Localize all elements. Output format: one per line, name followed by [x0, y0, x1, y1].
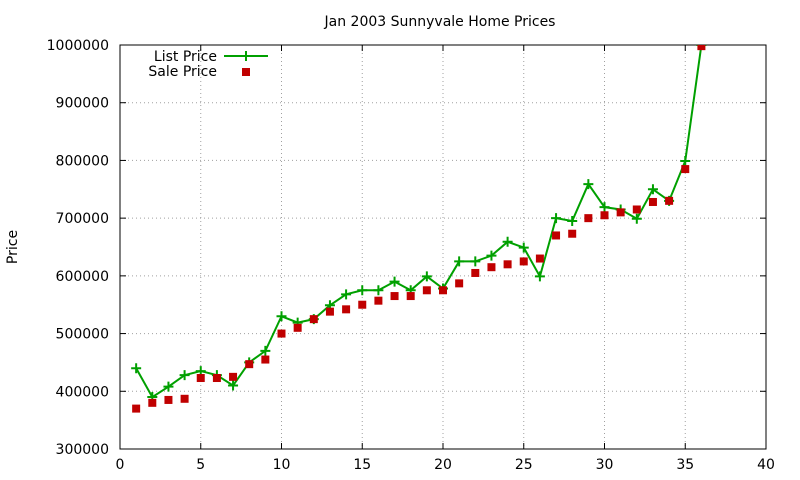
data-point-sale-price — [406, 292, 415, 301]
data-point-list-price — [131, 363, 142, 374]
chart-title: Jan 2003 Sunnyvale Home Prices — [324, 14, 556, 30]
data-point-sale-price — [293, 323, 302, 332]
data-point-sale-price — [229, 372, 238, 381]
data-point-sale-price — [584, 214, 593, 223]
x-tick-label: 5 — [196, 457, 205, 473]
data-point-list-price — [341, 289, 352, 300]
x-tick-label: 35 — [676, 457, 694, 473]
data-point-sale-price — [568, 229, 577, 238]
x-tick-label: 0 — [116, 457, 125, 473]
data-point-sale-price — [277, 329, 286, 338]
data-point-list-price — [389, 276, 400, 287]
data-point-sale-price — [681, 165, 690, 174]
x-tick-label: 20 — [434, 457, 452, 473]
data-point-list-price — [534, 271, 545, 282]
data-point-list-price — [631, 213, 642, 224]
data-point-sale-price — [164, 395, 173, 404]
data-point-list-price — [228, 380, 239, 391]
y-axis-label: Price — [5, 230, 21, 264]
y-tick-label: 400000 — [56, 384, 109, 400]
plot-frame — [119, 44, 767, 450]
y-tick-label: 1000000 — [47, 38, 109, 54]
data-point-sale-price — [665, 196, 674, 205]
legend-label-list-price: List Price — [154, 49, 217, 65]
grid-lines — [120, 45, 766, 449]
data-point-list-price — [647, 184, 658, 195]
data-point-sale-price — [535, 254, 544, 263]
series-layer — [131, 45, 707, 413]
x-tick-label: 30 — [596, 457, 614, 473]
data-point-sale-price — [309, 315, 318, 324]
legend-label-sale-price: Sale Price — [148, 64, 217, 80]
y-tick-label: 900000 — [56, 96, 109, 112]
y-tick-label: 700000 — [56, 211, 109, 227]
data-point-list-price — [583, 179, 594, 190]
data-point-sale-price — [342, 305, 351, 314]
data-point-sale-price — [212, 374, 221, 383]
data-point-sale-price — [503, 260, 512, 269]
x-tick-label: 25 — [515, 457, 533, 473]
data-point-sale-price — [374, 296, 383, 305]
x-tick-label: 40 — [757, 457, 775, 473]
data-point-sale-price — [196, 374, 205, 383]
x-tick-label: 15 — [353, 457, 371, 473]
y-tick-label: 600000 — [56, 269, 109, 285]
data-point-list-price — [680, 156, 691, 167]
data-point-sale-price — [422, 286, 431, 295]
data-point-sale-price — [358, 300, 367, 309]
data-point-sale-price — [439, 286, 447, 295]
data-point-list-price — [276, 311, 287, 322]
data-point-sale-price — [616, 208, 625, 217]
data-point-sale-price — [245, 360, 254, 369]
data-point-sale-price — [325, 307, 334, 316]
data-point-list-price — [518, 242, 529, 253]
data-point-list-price — [599, 202, 610, 213]
x-tick-label: 10 — [273, 457, 291, 473]
legend-symbol-sale-price-marker — [242, 68, 250, 76]
data-point-sale-price — [487, 263, 496, 272]
data-point-list-price — [567, 216, 578, 227]
data-point-list-price — [470, 256, 481, 267]
data-point-list-price — [551, 213, 562, 224]
legend-symbol-list-price-marker — [241, 51, 251, 61]
data-point-sale-price — [697, 45, 706, 51]
data-point-list-price — [454, 256, 465, 267]
data-point-list-price — [421, 271, 432, 282]
data-point-sale-price — [552, 231, 561, 240]
data-point-list-price — [357, 285, 368, 296]
series-list-price — [131, 45, 707, 403]
data-point-list-price — [260, 345, 271, 356]
series-sale-price — [132, 45, 706, 413]
data-point-sale-price — [390, 292, 399, 301]
data-point-sale-price — [519, 257, 528, 266]
data-point-list-price — [502, 236, 513, 247]
data-point-list-price — [163, 381, 174, 392]
data-point-sale-price — [600, 211, 609, 220]
legend: List Price Sale Price — [148, 49, 268, 80]
data-point-sale-price — [132, 404, 141, 413]
data-point-sale-price — [261, 355, 270, 364]
data-point-sale-price — [180, 394, 189, 403]
y-tick-label: 500000 — [56, 327, 109, 343]
data-point-sale-price — [455, 279, 464, 288]
axis-ticks — [119, 44, 767, 450]
y-tick-label: 300000 — [56, 442, 109, 458]
data-point-list-price — [486, 250, 497, 261]
data-point-list-price — [179, 370, 190, 381]
series-line-list-price — [135, 45, 703, 399]
data-point-sale-price — [632, 205, 641, 214]
data-point-list-price — [373, 285, 384, 296]
y-tick-label: 800000 — [56, 153, 109, 169]
tick-labels: 0 5 10 15 20 25 30 35 40 300000 400000 500000 600000… — [47, 38, 775, 473]
data-point-sale-price — [148, 398, 157, 407]
data-point-sale-price — [471, 268, 480, 277]
data-point-sale-price — [648, 197, 657, 206]
